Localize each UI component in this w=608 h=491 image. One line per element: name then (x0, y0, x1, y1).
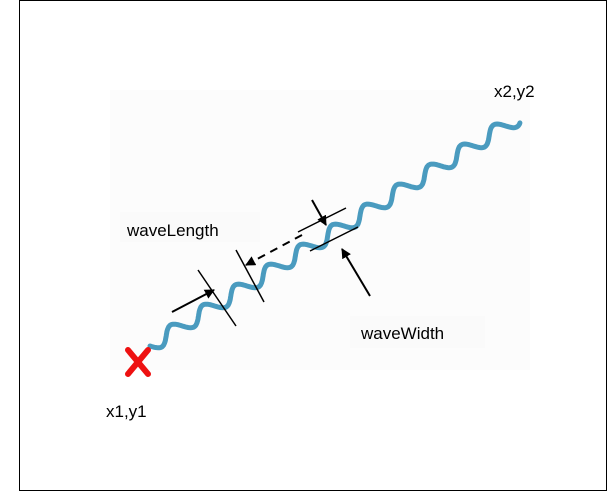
wave-width-arrow-top (311, 199, 327, 226)
wave-width-label-bg (350, 316, 485, 348)
x-mark-icon (125, 347, 151, 377)
start-point-label: x1,y1 (106, 402, 147, 421)
start-point-marker (125, 347, 151, 377)
wavy-line (147, 120, 523, 351)
wave-length-arrow-dashed (245, 234, 303, 266)
wave-width-measure (297, 199, 485, 348)
wave-width-label: waveWidth (360, 324, 444, 343)
wave-length-tick-right (235, 249, 265, 303)
wave-length-label: waveLength (126, 221, 219, 240)
wave-length-measure (120, 212, 303, 327)
wave-length-arrow-in (171, 289, 215, 313)
wave-width-arrow-bottom (341, 248, 371, 297)
wave-length-tick-left (197, 269, 237, 327)
wave-width-line-bottom (309, 226, 359, 252)
wave-length-label-bg (120, 212, 260, 242)
end-point-label: x2,y2 (494, 82, 535, 101)
